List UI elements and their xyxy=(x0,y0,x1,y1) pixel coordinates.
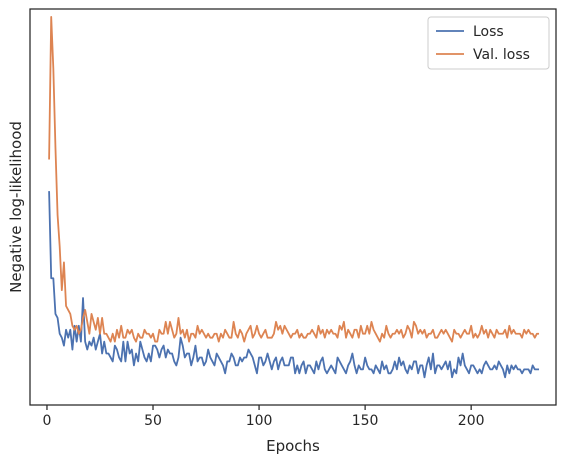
plot-frame xyxy=(29,8,557,406)
legend-label-val-loss: Val. loss xyxy=(473,47,530,63)
series-line-loss xyxy=(48,191,540,379)
x-tick-label: 200 xyxy=(458,413,485,429)
x-axis-label: Epochs xyxy=(266,437,320,455)
series-line-val-loss xyxy=(48,16,540,343)
y-axis-label: Negative log-likelihood xyxy=(7,121,25,293)
x-axis-ticks: 0 50 100 150 200 xyxy=(43,405,485,429)
plot-lines xyxy=(48,16,540,379)
legend-label-loss: Loss xyxy=(473,24,504,40)
legend-box xyxy=(427,16,550,70)
x-tick-label: 150 xyxy=(352,413,379,429)
x-tick-label: 100 xyxy=(246,413,273,429)
x-tick-label: 50 xyxy=(144,413,162,429)
x-tick-label: 0 xyxy=(43,413,52,429)
legend: Loss Val. loss xyxy=(427,16,550,70)
